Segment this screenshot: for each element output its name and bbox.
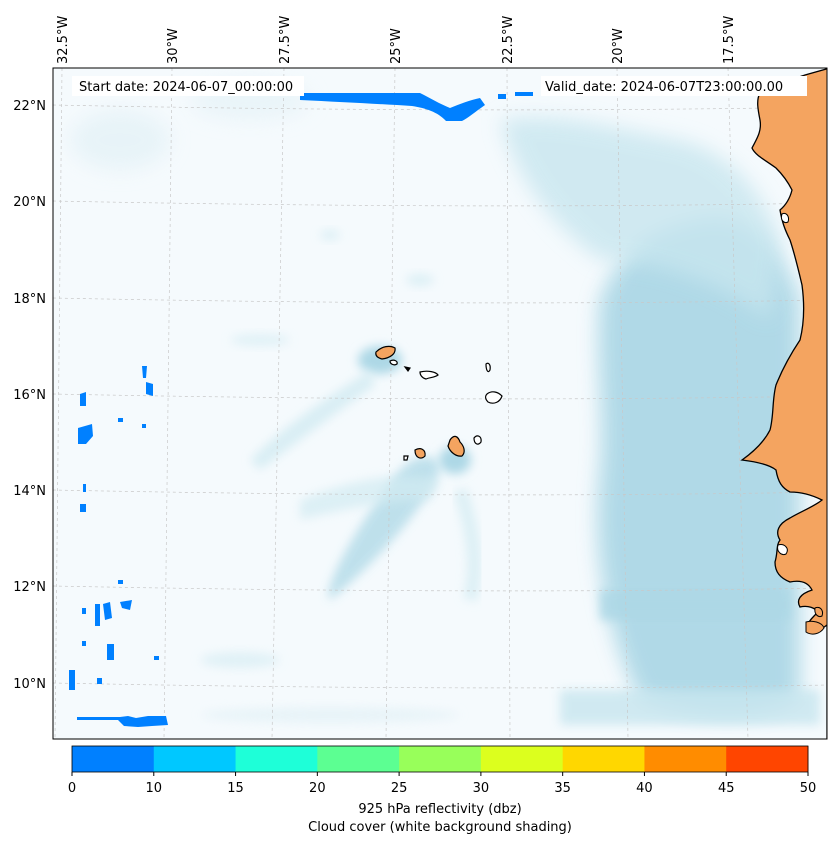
- lon-label: 17.5°W: [722, 16, 737, 64]
- start-date-label: Start date: 2024-06-07_00:00:00: [79, 80, 293, 95]
- island-brava: [403, 455, 409, 461]
- colorbar-tick-label: 45: [718, 781, 735, 796]
- latitude-labels: 22°N 20°N 18°N 16°N 14°N 12°N 10°N: [13, 99, 46, 692]
- lat-label: 18°N: [13, 292, 46, 307]
- lon-label: 32.5°W: [56, 16, 71, 64]
- colorbar-subtitle: Cloud cover (white background shading): [308, 820, 572, 835]
- valid-date-box: [541, 76, 807, 96]
- lon-label: 30°W: [166, 28, 181, 64]
- island-boa-vista: [485, 391, 503, 404]
- reflectivity-layer: [69, 92, 533, 727]
- colorbar-tick-label: 40: [636, 781, 653, 796]
- lon-label: 27.5°W: [278, 16, 293, 64]
- colorbar-segment: [644, 746, 727, 772]
- land-africa: [740, 68, 827, 739]
- colorbar-border: [71, 745, 809, 773]
- lat-label: 14°N: [13, 484, 46, 499]
- colorbar-segment: [726, 746, 809, 772]
- colorbar-tick-label: 10: [146, 781, 163, 796]
- cloud-cover-layer: [53, 68, 827, 739]
- colorbar-segment: [72, 746, 155, 772]
- lat-label: 22°N: [13, 99, 46, 114]
- colorbar-tick-label: 25: [391, 781, 408, 796]
- island-sal: [485, 362, 491, 373]
- island-maio: [473, 435, 482, 445]
- colorbar-tick-label: 0: [68, 781, 76, 796]
- colorbar-segment: [399, 746, 482, 772]
- colorbar-tick-label: 50: [800, 781, 817, 796]
- island-santiago: [447, 435, 465, 457]
- colorbar-segment: [562, 746, 645, 772]
- start-date-box: [72, 76, 304, 96]
- valid-date-label: Valid_date: 2024-06-07T23:00:00.00: [545, 80, 783, 95]
- lat-label: 20°N: [13, 195, 46, 210]
- cape-verde-islands: [375, 345, 503, 461]
- colorbar-tick-label: 30: [473, 781, 490, 796]
- lon-label: 25°W: [389, 28, 404, 64]
- island-santo-antao: [375, 345, 396, 360]
- lat-label: 10°N: [13, 677, 46, 692]
- island-fogo: [414, 448, 426, 459]
- island-sao-nicolau: [419, 370, 439, 380]
- date-labels: Start date: 2024-06-07_00:00:00 Valid_da…: [72, 76, 807, 96]
- island-sao-vicente: [389, 359, 398, 366]
- lon-label: 22.5°W: [501, 16, 516, 64]
- map-content: [53, 68, 827, 739]
- lat-label: 12°N: [13, 580, 46, 595]
- colorbar: 0 10 15 20 25 30 35 40 45 50: [68, 745, 817, 796]
- colorbar-title: 925 hPa reflectivity (dbz): [358, 802, 521, 817]
- colorbar-segment: [153, 746, 237, 772]
- colorbar-segment: [480, 746, 564, 772]
- colorbar-tick-label: 35: [554, 781, 571, 796]
- map-frame: [52, 67, 828, 740]
- colorbar-tick-label: 15: [227, 781, 244, 796]
- lat-label: 16°N: [13, 388, 46, 403]
- colorbar-segment: [235, 746, 318, 772]
- island-santa-luzia: [403, 366, 411, 373]
- lon-label: 20°W: [611, 28, 626, 64]
- colorbar-tick-label: 20: [309, 781, 326, 796]
- colorbar-segment: [317, 746, 400, 772]
- longitude-labels: 32.5°W 30°W 27.5°W 25°W 22.5°W 20°W 17.5…: [56, 16, 737, 64]
